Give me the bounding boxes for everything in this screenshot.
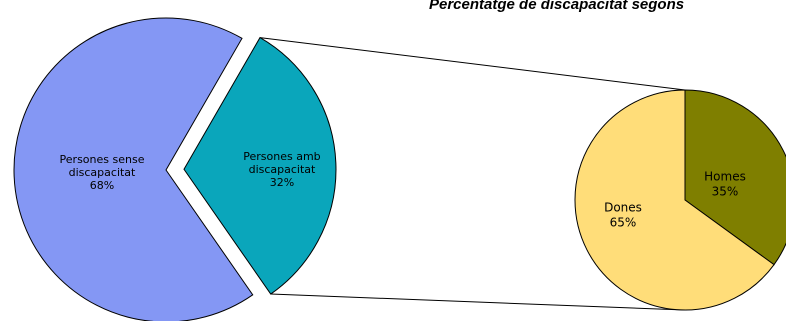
slice-label-homes: Homes 35%	[704, 170, 746, 199]
connector-line-bottom	[270, 293, 686, 311]
slice-label-dones: Dones 65%	[604, 201, 642, 230]
slice-label-persones-sense: Persones sense discapacitat 68%	[60, 153, 145, 192]
chart-title: Percentatge de discapacitat segons	[429, 0, 685, 13]
main-pie: Persones amb discapacitat 32% Persones sens…	[13, 17, 337, 321]
connector-line-top	[259, 37, 686, 91]
gender-pie: Homes 35% Dones 65%	[574, 89, 786, 311]
slice-dones	[574, 89, 775, 311]
slice-persones-sense	[13, 17, 254, 321]
slice-label-persones-amb: Persones amb discapacitat 32%	[243, 150, 320, 189]
slice-persones-amb	[183, 36, 337, 295]
slice-homes	[684, 89, 786, 266]
pie-connector-lines	[259, 37, 686, 311]
